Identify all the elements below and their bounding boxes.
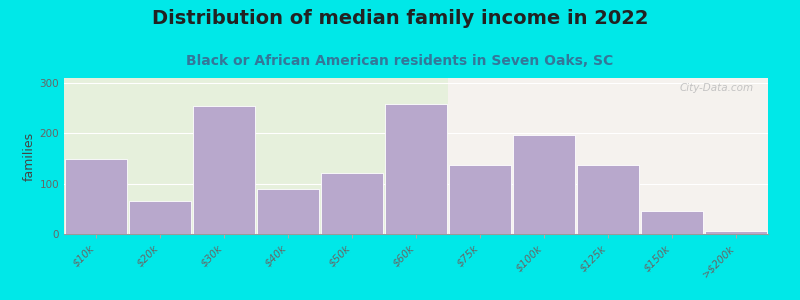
Bar (65, 158, 127, 234)
Bar (513, 135, 575, 234)
Bar (448, 78, 768, 234)
Bar (257, 189, 319, 234)
Bar (193, 106, 255, 234)
Bar (577, 165, 639, 234)
Bar (385, 104, 447, 234)
Bar (129, 201, 191, 234)
Bar (705, 232, 767, 234)
Text: Distribution of median family income in 2022: Distribution of median family income in … (152, 9, 648, 28)
Y-axis label: families: families (22, 131, 35, 181)
Bar (449, 165, 511, 234)
Text: City-Data.com: City-Data.com (680, 83, 754, 93)
Text: Black or African American residents in Seven Oaks, SC: Black or African American residents in S… (186, 54, 614, 68)
Bar (641, 212, 703, 234)
Bar (321, 172, 383, 234)
